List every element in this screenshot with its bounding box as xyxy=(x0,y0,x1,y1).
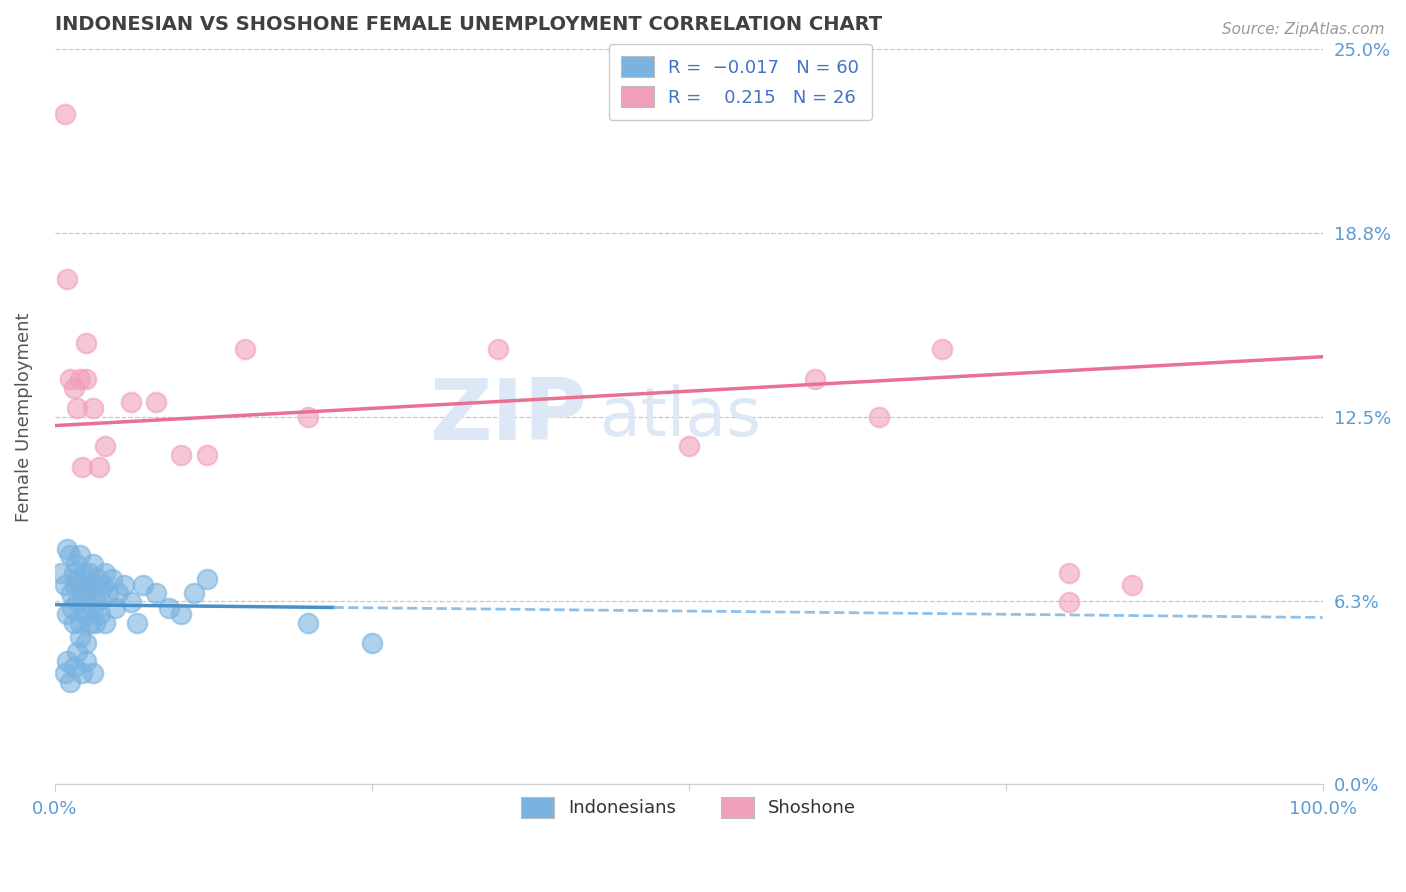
Point xyxy=(69,631,91,645)
Point xyxy=(59,548,82,562)
Point xyxy=(195,448,218,462)
Point xyxy=(170,448,193,462)
Point xyxy=(100,572,122,586)
Text: atlas: atlas xyxy=(600,384,761,450)
Point xyxy=(125,615,148,630)
Point xyxy=(82,557,104,571)
Point xyxy=(66,645,89,659)
Point xyxy=(66,572,89,586)
Point xyxy=(486,343,509,357)
Point xyxy=(72,459,94,474)
Point xyxy=(69,577,91,591)
Point xyxy=(94,566,117,580)
Point xyxy=(77,566,100,580)
Point xyxy=(59,372,82,386)
Point xyxy=(86,572,108,586)
Text: INDONESIAN VS SHOSHONE FEMALE UNEMPLOYMENT CORRELATION CHART: INDONESIAN VS SHOSHONE FEMALE UNEMPLOYME… xyxy=(55,15,882,34)
Point xyxy=(75,372,97,386)
Point xyxy=(931,343,953,357)
Point xyxy=(72,665,94,680)
Point xyxy=(1057,566,1080,580)
Point xyxy=(86,595,108,609)
Y-axis label: Female Unemployment: Female Unemployment xyxy=(15,312,32,522)
Text: Source: ZipAtlas.com: Source: ZipAtlas.com xyxy=(1222,22,1385,37)
Point xyxy=(145,586,167,600)
Point xyxy=(69,615,91,630)
Point xyxy=(804,372,827,386)
Point xyxy=(56,272,79,286)
Point xyxy=(56,607,79,621)
Point xyxy=(75,336,97,351)
Point xyxy=(69,548,91,562)
Point xyxy=(87,586,110,600)
Point xyxy=(157,601,180,615)
Legend: Indonesians, Shoshone: Indonesians, Shoshone xyxy=(512,788,865,827)
Point xyxy=(75,654,97,668)
Point xyxy=(69,372,91,386)
Point xyxy=(62,566,84,580)
Point xyxy=(91,577,114,591)
Point xyxy=(297,409,319,424)
Point xyxy=(104,601,127,615)
Point xyxy=(97,586,120,600)
Point xyxy=(56,542,79,557)
Point xyxy=(84,615,107,630)
Point xyxy=(53,577,76,591)
Point xyxy=(678,439,700,453)
Point xyxy=(145,395,167,409)
Point xyxy=(195,572,218,586)
Point xyxy=(62,615,84,630)
Point xyxy=(120,595,142,609)
Point xyxy=(60,586,83,600)
Point xyxy=(72,586,94,600)
Point xyxy=(170,607,193,621)
Point xyxy=(66,595,89,609)
Point xyxy=(107,586,129,600)
Point xyxy=(60,601,83,615)
Point xyxy=(65,557,87,571)
Point xyxy=(63,577,86,591)
Point xyxy=(83,577,105,591)
Point xyxy=(73,566,96,580)
Point xyxy=(79,615,101,630)
Point xyxy=(132,577,155,591)
Point xyxy=(360,636,382,650)
Point xyxy=(94,615,117,630)
Point xyxy=(75,636,97,650)
Point xyxy=(87,459,110,474)
Point xyxy=(94,439,117,453)
Text: ZIP: ZIP xyxy=(429,376,588,458)
Point xyxy=(53,107,76,121)
Point xyxy=(297,615,319,630)
Point xyxy=(56,654,79,668)
Point xyxy=(82,401,104,416)
Point xyxy=(1057,595,1080,609)
Point xyxy=(49,566,72,580)
Point xyxy=(62,380,84,394)
Point xyxy=(82,665,104,680)
Point xyxy=(75,595,97,609)
Point xyxy=(59,674,82,689)
Point xyxy=(89,607,111,621)
Point xyxy=(76,586,98,600)
Point xyxy=(183,586,205,600)
Point xyxy=(82,601,104,615)
Point xyxy=(868,409,890,424)
Point xyxy=(73,607,96,621)
Point xyxy=(120,395,142,409)
Point xyxy=(233,343,256,357)
Point xyxy=(1121,577,1143,591)
Point xyxy=(62,660,84,674)
Point xyxy=(66,401,89,416)
Point xyxy=(79,577,101,591)
Point xyxy=(53,665,76,680)
Point xyxy=(112,577,135,591)
